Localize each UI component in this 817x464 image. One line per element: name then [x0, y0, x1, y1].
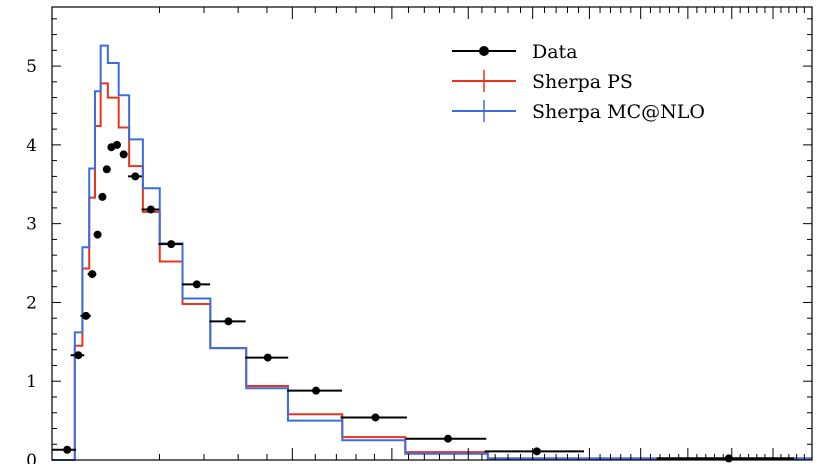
legend-label: Sherpa PS — [532, 71, 633, 93]
data-point — [131, 172, 140, 181]
y-tick-label: 1 — [26, 372, 37, 392]
legend-label: Sherpa MC@NLO — [532, 101, 705, 123]
data-point — [93, 230, 102, 239]
data-point — [371, 413, 380, 422]
ticks-layer: 0 1 2 3 4 5 — [26, 7, 812, 464]
y-tick-label: 5 — [26, 57, 37, 77]
y-tick-label: 3 — [26, 215, 37, 235]
data-point — [112, 140, 121, 149]
data-point — [98, 192, 107, 201]
plot-frame — [51, 6, 813, 461]
series-line — [52, 44, 812, 461]
data-point — [74, 351, 83, 360]
data-point — [263, 353, 272, 362]
data-point — [192, 280, 201, 289]
data-point — [63, 445, 72, 454]
data-point — [119, 150, 128, 159]
y-tick-label: 2 — [26, 293, 37, 313]
data-point — [88, 270, 97, 279]
data-point — [167, 240, 176, 249]
y-tick-label: 0 — [26, 451, 37, 464]
data-point — [312, 386, 321, 395]
series-line — [52, 82, 812, 461]
series-layer — [52, 44, 812, 463]
y-tick-label: 4 — [26, 136, 37, 156]
legend-label: Data — [532, 41, 578, 63]
data-point — [532, 447, 541, 456]
data-point — [81, 311, 90, 320]
data-point — [444, 434, 453, 443]
legend: Data Sherpa PS Sherpa MC@NLO — [452, 41, 705, 123]
data-point — [224, 317, 233, 326]
data-point — [102, 165, 111, 174]
legend-marker — [479, 46, 489, 56]
data-point — [146, 205, 155, 214]
